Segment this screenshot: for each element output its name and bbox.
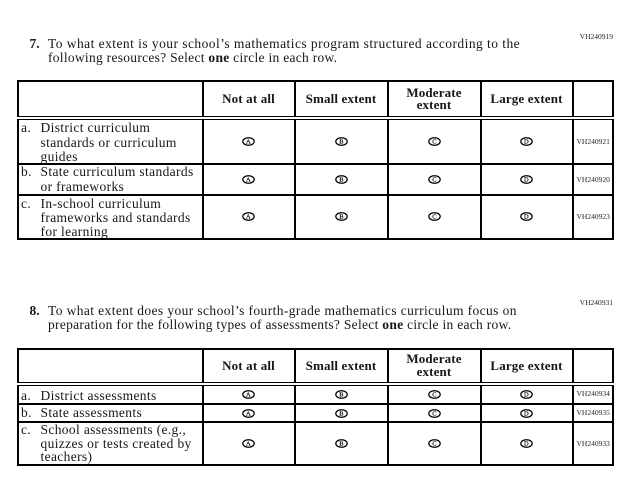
svg-text:D: D <box>524 214 529 221</box>
svg-text:B: B <box>339 214 344 221</box>
svg-text:B: B <box>339 410 344 417</box>
svg-text:D: D <box>524 392 529 399</box>
svg-text:A: A <box>246 392 251 399</box>
svg-text:B: B <box>339 177 344 184</box>
svg-text:C: C <box>432 440 437 447</box>
svg-text:C: C <box>432 214 437 221</box>
svg-text:A: A <box>246 214 251 221</box>
svg-text:C: C <box>432 392 437 399</box>
svg-text:C: C <box>432 177 437 184</box>
svg-text:D: D <box>524 410 529 417</box>
svg-text:B: B <box>339 392 344 399</box>
svg-text:B: B <box>339 139 344 146</box>
svg-text:A: A <box>246 410 251 417</box>
svg-text:B: B <box>339 440 344 447</box>
svg-text:C: C <box>432 410 437 417</box>
svg-text:A: A <box>246 177 251 184</box>
svg-text:D: D <box>524 177 529 184</box>
svg-text:A: A <box>246 440 251 447</box>
svg-text:C: C <box>432 139 437 146</box>
svg-text:D: D <box>524 440 529 447</box>
svg-text:D: D <box>524 139 529 146</box>
svg-text:A: A <box>246 139 251 146</box>
